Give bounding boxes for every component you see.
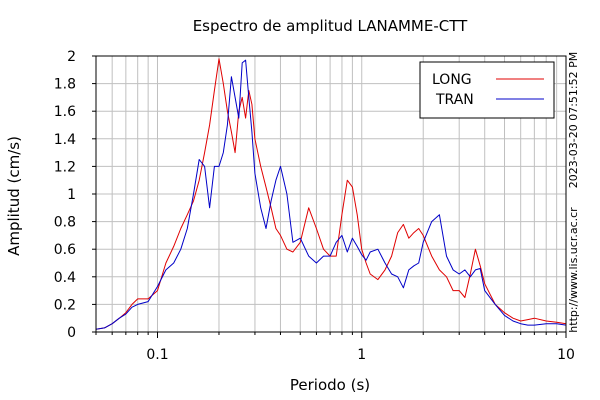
x-tick-label: 0.1 xyxy=(146,347,168,363)
series-line-tran xyxy=(95,59,567,330)
y-tick-label: 1.2 xyxy=(54,159,76,175)
series-lines xyxy=(95,58,567,330)
y-tick-label: 2 xyxy=(67,49,76,65)
y-tick-label: 0.6 xyxy=(54,242,76,258)
y-tick-label: 0.2 xyxy=(54,297,76,313)
y-tick-label: 1 xyxy=(67,187,76,203)
y-tick-label: 0.8 xyxy=(54,215,76,231)
legend-label-long: LONG xyxy=(432,72,472,88)
chart-title: Espectro de amplitud LANAMME-CTT xyxy=(193,17,468,35)
plot-frame xyxy=(95,55,567,333)
legend-label-tran: TRAN xyxy=(435,92,474,108)
legend: LONG TRAN xyxy=(419,61,555,119)
y-axis-label: Amplitud (cm/s) xyxy=(5,136,23,256)
y-tick-label: 0.4 xyxy=(54,270,76,286)
legend-box xyxy=(419,61,555,119)
url-label: http://www.lis.ucr.ac.cr xyxy=(567,207,580,333)
y-tick-label: 1.8 xyxy=(54,77,76,93)
y-tick-label: 1.6 xyxy=(54,104,76,120)
x-axis-label: Periodo (s) xyxy=(290,376,370,394)
y-tick-label: 0 xyxy=(67,325,76,341)
axis-ticks: 0 0.2 0.4 0.6 0.8 1 1.2 1.4 1.6 1.8 2 0.1 1 10 xyxy=(54,49,575,363)
timestamp-label: 2023-03-20 07:51:52 PM xyxy=(567,52,580,188)
x-tick-label: 10 xyxy=(557,347,575,363)
x-tick-label: 1 xyxy=(357,347,366,363)
y-tick-label: 1.4 xyxy=(54,132,76,148)
